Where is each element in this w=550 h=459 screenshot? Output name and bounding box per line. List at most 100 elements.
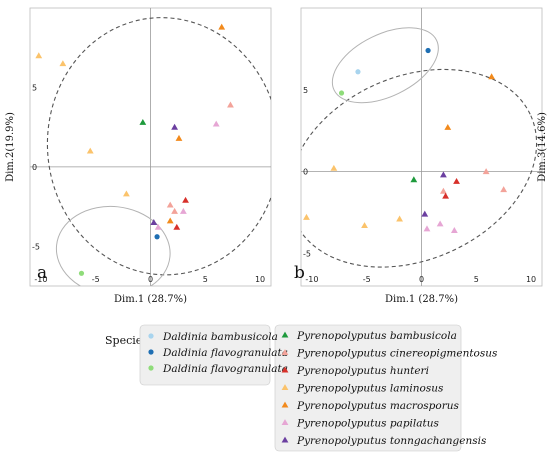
x-tick-label: 10: [526, 275, 536, 284]
data-point: [150, 219, 158, 226]
data-point: [361, 222, 368, 229]
legend-label: Daldinia flavogranulata: [162, 363, 288, 375]
data-point: [175, 134, 183, 141]
panel-a-zero-lines: [30, 8, 271, 286]
panel-b-points: [303, 47, 508, 233]
legend-marker: [281, 436, 289, 443]
confidence-ellipse-solid: [55, 205, 171, 286]
confidence-ellipse-dashed: [46, 17, 271, 276]
data-point: [440, 187, 447, 194]
data-point: [450, 227, 458, 233]
data-point: [436, 220, 444, 227]
legend-marker: [281, 384, 289, 391]
data-point: [423, 225, 431, 232]
panel-b-xlabel: Dim.1 (28.7%): [385, 294, 458, 305]
panel-a-letter: a: [37, 263, 47, 283]
data-point: [500, 186, 508, 193]
data-point: [166, 201, 174, 208]
data-point: [482, 168, 490, 175]
y-tick-label: 0: [32, 163, 37, 172]
legend-marker: [148, 349, 154, 355]
legend-label: Pyrenopolyputus papilatus: [296, 418, 440, 430]
data-point: [444, 123, 452, 130]
data-point: [227, 101, 234, 108]
legend-label: Daldinia flavogranulata: [162, 347, 288, 359]
data-point: [453, 177, 460, 184]
data-point: [410, 176, 418, 183]
legend-label: Daldinia bambusicola: [162, 331, 278, 343]
data-point: [173, 223, 181, 230]
panel-a-tick-labels: -10 -5 0 5 10 -5 0 5: [32, 83, 265, 284]
data-point: [338, 90, 345, 96]
x-tick-label: 5: [203, 275, 208, 284]
legend: Species Daldinia bambusicola Daldinia fla…: [105, 324, 498, 452]
legend-marker: [281, 349, 289, 356]
confidence-ellipse-dashed: [301, 68, 538, 268]
data-point: [154, 234, 160, 240]
panel-b-tick-labels: -10 -5 0 5 10 -5 0 5: [303, 86, 536, 284]
panel-b-ellipses: [301, 27, 538, 268]
data-point: [355, 69, 361, 75]
x-tick-label: -5: [92, 275, 100, 284]
legend-box-daldinia: [139, 324, 271, 386]
legend-label: Pyrenopolyputus hunteri: [296, 365, 429, 377]
panel-b: -10 -5 0 5 10 -5 0 5 b Dim.1 (28.7%) Dim.3(14.6…: [294, 7, 548, 305]
data-point: [442, 192, 449, 199]
data-point: [123, 190, 130, 197]
legend-marker: [281, 366, 289, 373]
panel-a-ellipses: [46, 17, 271, 286]
data-point: [330, 164, 338, 171]
data-point: [488, 73, 496, 80]
data-point: [139, 118, 147, 125]
data-point: [396, 215, 403, 222]
data-point: [59, 60, 67, 67]
legend-box-pyrenopolyputus: [274, 324, 462, 452]
data-point: [35, 52, 43, 59]
legend-marker: [281, 419, 289, 426]
panel-a-ylabel: Dim.2(19.9%): [5, 112, 16, 182]
legend-items: Daldinia bambusicola Daldinia flavogranul…: [148, 330, 498, 447]
y-tick-label: -5: [303, 249, 311, 258]
legend-marker: [148, 365, 154, 371]
legend-marker: [281, 331, 289, 338]
data-point: [78, 270, 85, 276]
x-tick-label: 5: [474, 275, 479, 284]
legend-title: Species: [105, 334, 148, 347]
x-tick-label: -10: [305, 275, 318, 284]
data-point: [171, 207, 178, 214]
legend-label: Pyrenopolyputus macrosporus: [296, 400, 459, 412]
panel-a-points: [35, 23, 234, 276]
data-point: [86, 147, 94, 154]
data-point: [303, 213, 310, 220]
legend-label: Pyrenopolyputus bambusicola: [296, 330, 457, 342]
confidence-ellipse-solid: [331, 27, 439, 104]
y-tick-label: 0: [303, 168, 308, 177]
y-tick-label: -5: [32, 242, 40, 251]
data-point: [425, 47, 431, 54]
data-point: [179, 207, 187, 214]
panel-a-xlabel: Dim.1 (28.7%): [114, 294, 187, 305]
y-tick-label: 5: [32, 83, 37, 92]
data-point: [154, 223, 162, 230]
x-tick-label: 0: [419, 275, 424, 284]
legend-label: Pyrenopolyputus cinereopigmentosus: [296, 348, 498, 360]
panel-b-letter: b: [294, 263, 305, 283]
panel-b-ylabel: Dim.3(14.6%): [537, 112, 548, 182]
x-tick-label: -10: [34, 275, 47, 284]
legend-label: Pyrenopolyputus tonngachangensis: [296, 435, 487, 447]
x-tick-label: 0: [148, 275, 153, 284]
legend-marker: [281, 401, 289, 408]
legend-label: Pyrenopolyputus laminosus: [296, 383, 444, 395]
data-point: [182, 196, 189, 203]
x-tick-label: -5: [363, 275, 371, 284]
data-point: [171, 123, 178, 130]
panel-a: -10 -5 0 5 10 -5 0 5 a Dim.1 (28.7%) Dim.2(19.9…: [5, 7, 272, 305]
data-point: [166, 217, 174, 224]
legend-marker: [148, 333, 154, 339]
x-tick-label: 10: [255, 275, 265, 284]
panel-b-zero-lines: [301, 8, 542, 286]
data-point: [421, 210, 429, 217]
data-point: [218, 23, 226, 30]
data-point: [440, 171, 447, 178]
